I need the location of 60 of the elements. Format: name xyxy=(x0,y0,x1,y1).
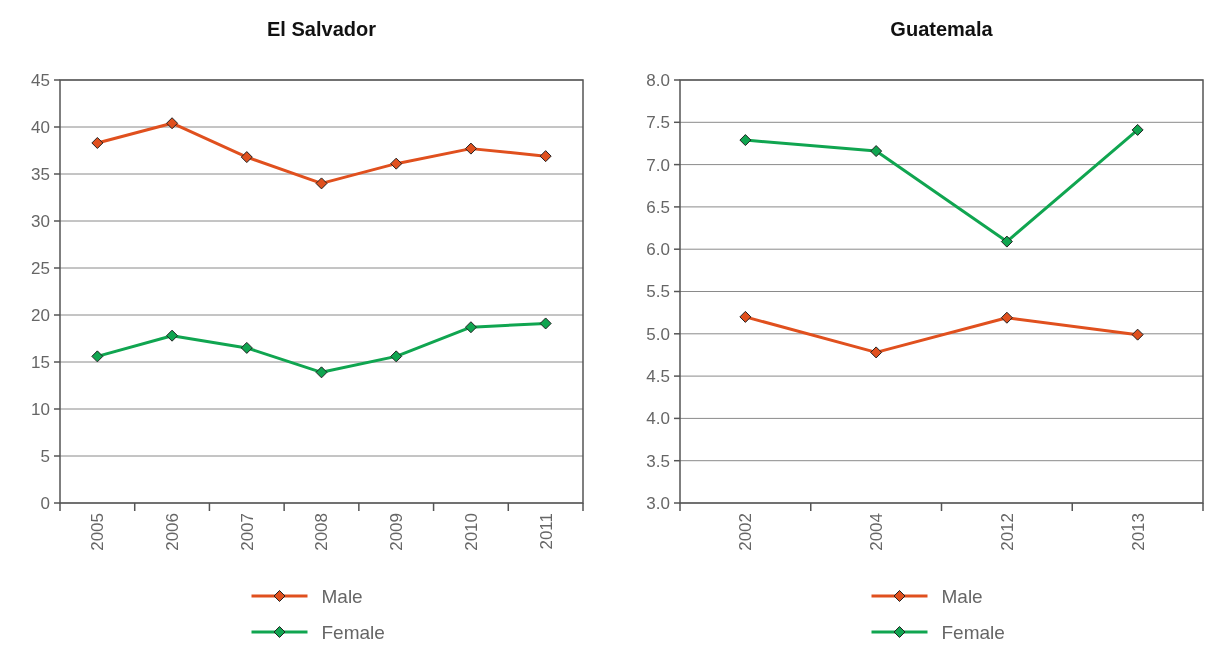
point xyxy=(870,346,883,359)
y-tick-label: 5.5 xyxy=(646,282,670,302)
point xyxy=(739,310,752,323)
x-tick-label: 2008 xyxy=(312,513,332,551)
point xyxy=(91,350,104,363)
y-tick-label: 40 xyxy=(31,117,50,137)
point xyxy=(1131,328,1144,341)
point xyxy=(240,341,253,354)
legend-label: Male xyxy=(941,585,983,607)
point xyxy=(315,366,328,379)
point xyxy=(539,317,552,330)
y-tick-label: 7.5 xyxy=(646,113,670,133)
point xyxy=(91,136,104,149)
point xyxy=(464,321,477,334)
y-tick-label: 45 xyxy=(31,70,50,90)
x-tick-label: 2006 xyxy=(163,513,183,551)
point xyxy=(166,329,179,342)
y-tick-label: 3.5 xyxy=(646,451,670,471)
legend-label: Female xyxy=(941,621,1005,643)
y-tick-label: 25 xyxy=(31,258,50,278)
point xyxy=(240,151,253,164)
legend-label: Female xyxy=(321,621,385,643)
point xyxy=(739,134,752,147)
chart-title: Guatemala xyxy=(890,18,994,40)
point xyxy=(1000,311,1013,324)
y-tick-label: 8.0 xyxy=(646,70,670,90)
y-tick-label: 0 xyxy=(40,493,50,513)
point xyxy=(166,117,179,130)
y-tick-label: 5 xyxy=(40,446,50,466)
point xyxy=(539,150,552,163)
y-tick-label: 30 xyxy=(31,211,50,231)
x-tick-label: 2013 xyxy=(1128,513,1148,551)
y-tick-label: 5.0 xyxy=(646,324,670,344)
legend-label: Male xyxy=(321,585,363,607)
point xyxy=(390,157,403,170)
x-tick-label: 2011 xyxy=(536,513,556,550)
y-tick-label: 7.0 xyxy=(646,155,670,175)
point xyxy=(870,145,883,158)
x-tick-label: 2009 xyxy=(387,513,407,551)
y-tick-label: 20 xyxy=(31,305,50,325)
y-tick-label: 6.5 xyxy=(646,197,670,217)
point xyxy=(1131,123,1144,136)
point xyxy=(390,350,403,363)
y-tick-label: 15 xyxy=(31,352,50,372)
x-tick-label: 2010 xyxy=(461,513,481,551)
y-tick-label: 3.0 xyxy=(646,493,670,513)
point xyxy=(464,142,477,155)
x-tick-label: 2007 xyxy=(237,513,257,551)
chart-title: El Salvador xyxy=(267,18,377,40)
y-tick-label: 4.0 xyxy=(646,409,670,429)
y-tick-label: 4.5 xyxy=(646,367,670,387)
x-tick-label: 2012 xyxy=(997,513,1017,551)
y-tick-label: 6.0 xyxy=(646,240,670,260)
y-tick-label: 35 xyxy=(31,164,50,184)
x-tick-label: 2005 xyxy=(88,513,108,551)
x-tick-label: 2002 xyxy=(736,513,756,551)
x-tick-label: 2004 xyxy=(867,513,887,551)
y-tick-label: 10 xyxy=(31,399,50,419)
point xyxy=(315,177,328,190)
point xyxy=(1000,235,1013,248)
